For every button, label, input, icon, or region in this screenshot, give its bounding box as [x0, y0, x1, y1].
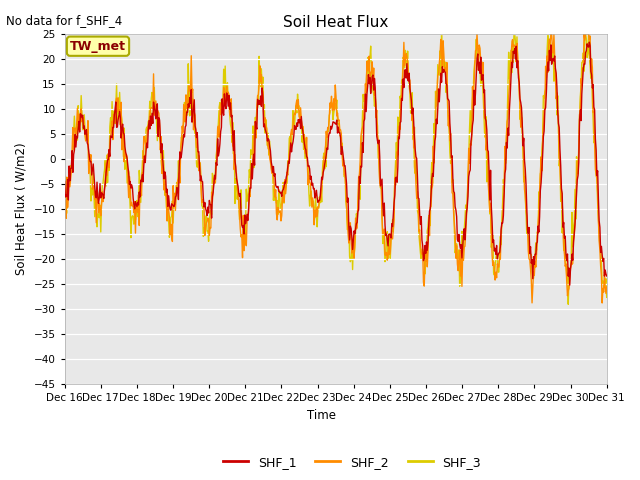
Text: TW_met: TW_met	[70, 40, 126, 53]
Text: No data for f_SHF_4: No data for f_SHF_4	[6, 14, 123, 27]
Legend: SHF_1, SHF_2, SHF_3: SHF_1, SHF_2, SHF_3	[218, 451, 486, 474]
Y-axis label: Soil Heat Flux ( W/m2): Soil Heat Flux ( W/m2)	[15, 143, 28, 276]
Title: Soil Heat Flux: Soil Heat Flux	[283, 15, 388, 30]
X-axis label: Time: Time	[307, 409, 335, 422]
